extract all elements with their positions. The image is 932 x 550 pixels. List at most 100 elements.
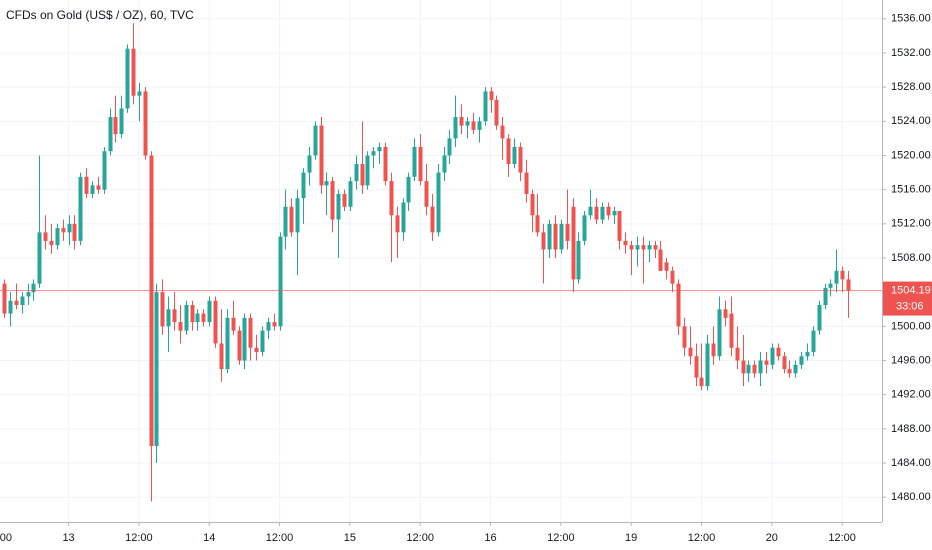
candle-body bbox=[424, 181, 429, 207]
candle-body bbox=[354, 164, 359, 182]
candle-body bbox=[383, 146, 388, 182]
candle-body bbox=[746, 364, 751, 374]
candle-body bbox=[500, 125, 505, 139]
y-tick-label: 1536.00 bbox=[891, 13, 931, 25]
candle-body bbox=[483, 91, 488, 122]
candle-body bbox=[254, 347, 259, 352]
candle-body bbox=[125, 48, 130, 109]
candle-body bbox=[729, 313, 734, 348]
y-tick-label: 1480.00 bbox=[891, 491, 931, 503]
candle-body bbox=[764, 360, 769, 365]
candle-body bbox=[178, 322, 183, 331]
candle-body bbox=[735, 347, 740, 361]
candle-body bbox=[741, 360, 746, 374]
y-tick-label: 1500.00 bbox=[891, 320, 931, 332]
candle-body bbox=[348, 181, 353, 207]
candle-body bbox=[565, 223, 570, 241]
x-tick-label: 12:00 bbox=[828, 532, 856, 544]
candle-body bbox=[834, 270, 839, 284]
candle-body bbox=[78, 176, 83, 241]
y-tick-label: 1532.00 bbox=[891, 47, 931, 59]
candle-body bbox=[623, 240, 628, 246]
candle-body bbox=[119, 108, 124, 135]
candle-body bbox=[207, 300, 212, 323]
candle-body bbox=[307, 155, 312, 173]
candle-body bbox=[67, 223, 72, 233]
candle-body bbox=[406, 176, 411, 203]
candle-body bbox=[571, 206, 576, 280]
candle-body bbox=[436, 172, 441, 233]
x-tick-label: 16 bbox=[484, 532, 496, 544]
candle-body bbox=[787, 369, 792, 374]
y-tick-label: 1512.00 bbox=[891, 218, 931, 230]
candle-body bbox=[717, 309, 722, 357]
candle-body bbox=[272, 322, 277, 327]
candle-body bbox=[26, 292, 31, 297]
x-tick-label: 13 bbox=[62, 532, 74, 544]
candle-body bbox=[213, 300, 218, 344]
candle-body bbox=[14, 300, 19, 305]
candle-body bbox=[365, 155, 370, 186]
candle-body bbox=[324, 181, 329, 186]
y-tick-label: 1508.00 bbox=[891, 252, 931, 264]
candle-body bbox=[49, 240, 54, 246]
candle-body bbox=[260, 330, 265, 352]
candle-body bbox=[676, 283, 681, 327]
candle-body bbox=[600, 206, 605, 220]
candle-body bbox=[805, 351, 810, 357]
candle-body bbox=[653, 245, 658, 250]
candle-body bbox=[61, 228, 66, 233]
candle-body bbox=[553, 223, 558, 250]
candle-body bbox=[248, 317, 253, 348]
candle-body bbox=[629, 245, 634, 250]
candle-body bbox=[442, 155, 447, 173]
candle-body bbox=[612, 211, 617, 216]
candle-body bbox=[705, 343, 710, 387]
x-tick-label: 12:00 bbox=[266, 532, 294, 544]
candle-body bbox=[184, 304, 189, 331]
candle-body bbox=[699, 377, 704, 387]
candle-body bbox=[658, 249, 663, 271]
candle-body bbox=[266, 322, 271, 331]
candle-body bbox=[758, 360, 763, 374]
candle-body bbox=[231, 317, 236, 331]
candle-body bbox=[430, 206, 435, 233]
candle-body bbox=[20, 296, 25, 305]
candle-body bbox=[647, 245, 652, 250]
candle-body bbox=[840, 270, 845, 280]
candle-body bbox=[811, 330, 816, 352]
candle-body bbox=[846, 279, 851, 291]
candle-body bbox=[225, 317, 230, 370]
candle-body bbox=[799, 356, 804, 365]
candle-body bbox=[641, 245, 646, 250]
candle-body bbox=[465, 121, 470, 126]
x-tick-label: 19 bbox=[625, 532, 637, 544]
candle-body bbox=[776, 347, 781, 357]
candle-body bbox=[752, 364, 757, 374]
candle-body bbox=[55, 228, 60, 246]
y-tick-label: 1524.00 bbox=[891, 115, 931, 127]
candles bbox=[2, 23, 851, 502]
candle-body bbox=[506, 138, 511, 165]
candle-body bbox=[360, 164, 365, 186]
candle-body bbox=[90, 185, 95, 194]
countdown: 33:06 bbox=[896, 300, 924, 312]
candle-body bbox=[190, 304, 195, 323]
candle-body bbox=[96, 185, 101, 190]
chart-title: CFDs on Gold (US$ / OZ), 60, TVC bbox=[6, 8, 194, 22]
candle-body bbox=[477, 121, 482, 130]
candle-body bbox=[371, 151, 376, 156]
candle-body bbox=[494, 99, 499, 126]
candle-body bbox=[412, 146, 417, 177]
candle-body bbox=[131, 48, 136, 96]
candle-body bbox=[113, 117, 118, 135]
candle-body bbox=[588, 206, 593, 216]
candle-body bbox=[530, 193, 535, 216]
y-tick-label: 1492.00 bbox=[891, 389, 931, 401]
candle-body bbox=[635, 245, 640, 250]
candle-body bbox=[453, 117, 458, 139]
candle-body bbox=[283, 206, 288, 237]
last-price-label: 1504.19 bbox=[891, 284, 931, 296]
